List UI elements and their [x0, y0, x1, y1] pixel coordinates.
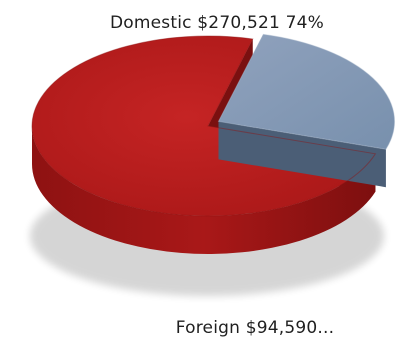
slice-domestic-side [32, 126, 376, 254]
slice-foreign [218, 34, 395, 150]
slice-layer [31, 33, 396, 254]
slice-foreign-edge [217, 33, 396, 150]
data-label-domestic: Domestic $270,521 74% [110, 13, 324, 33]
slice-domestic-edge [31, 35, 377, 217]
data-label-foreign: Foreign $94,590... [176, 318, 334, 338]
slice-foreign-inner-wall-end [218, 121, 386, 188]
